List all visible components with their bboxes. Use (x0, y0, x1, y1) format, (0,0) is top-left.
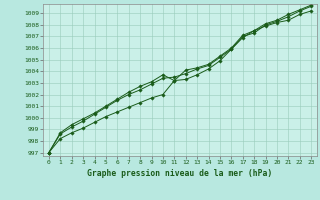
X-axis label: Graphe pression niveau de la mer (hPa): Graphe pression niveau de la mer (hPa) (87, 169, 273, 178)
